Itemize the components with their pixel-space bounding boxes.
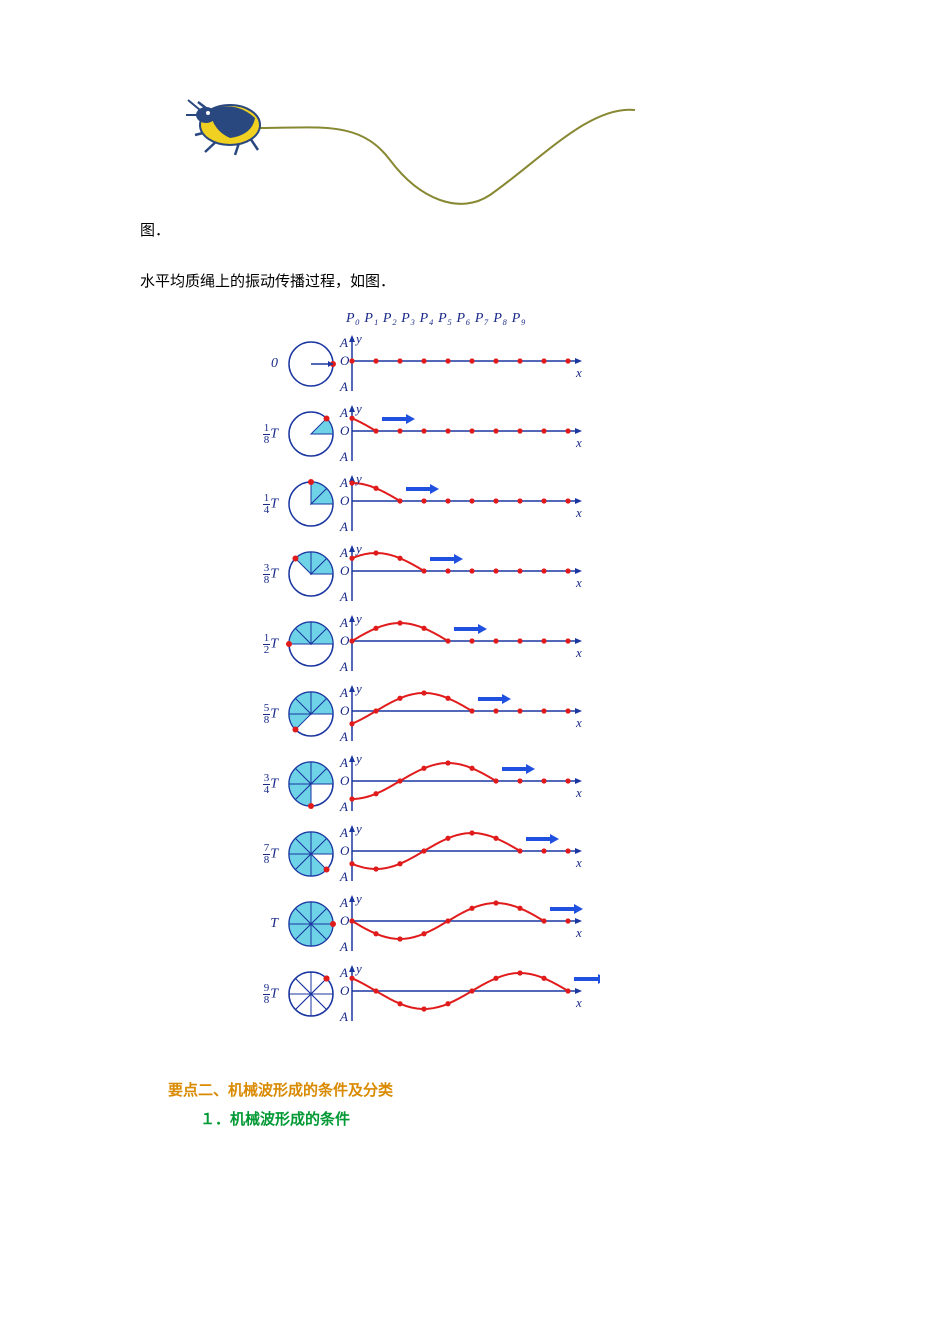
wave-row: 12T yOAAx [250, 609, 805, 679]
wave-row: 18T yOAAx [250, 399, 805, 469]
phase-clock [282, 689, 340, 739]
caption: 水平均质绳上的振动传播过程，如图． [140, 270, 805, 291]
section-heading-2: 要点二、机械波形成的条件及分类 [168, 1079, 805, 1100]
wave-diagram: P₀ P₁ P₂ P₃ P₄ P₅ P₆ P₇ P₈ P₉ 0 yOAAx 18T y… [250, 311, 805, 1029]
point-labels-header: P₀ P₁ P₂ P₃ P₄ P₅ P₆ P₇ P₈ P₉ [346, 311, 805, 327]
wave-graph: yOAAx [340, 893, 600, 955]
wave-graph: yOAAx [340, 823, 600, 885]
phase-clock [282, 619, 340, 669]
wave-graph: yOAAx [340, 543, 600, 605]
wave-graph: yOAAx [340, 613, 600, 675]
time-label: 98T [250, 983, 278, 1006]
wave-graph: yOAAx [340, 333, 600, 395]
wave-row: 0 yOAAx [250, 329, 805, 399]
phase-clock [282, 969, 340, 1019]
time-label: 18T [250, 423, 278, 446]
wave-row: 14T yOAAx [250, 469, 805, 539]
section-heading-3: １．机械波形成的条件 [200, 1108, 805, 1129]
beetle-wave-svg [180, 80, 660, 240]
wave-row: 38T yOAAx [250, 539, 805, 609]
wave-graph: yOAAx [340, 683, 600, 745]
time-label: 0 [250, 356, 278, 372]
phase-clock [282, 829, 340, 879]
wave-rows-container: 0yOAAx18TyOAAx14TyOAAx38TyOAAx12TyOAAx58… [250, 329, 805, 1029]
wave-row: 78T yOAAx [250, 819, 805, 889]
wave-row: TyOAAx [250, 889, 805, 959]
time-label: 38T [250, 563, 278, 586]
wave-row: 98T yOAAx [250, 959, 805, 1029]
phase-clock [282, 899, 340, 949]
phase-clock [282, 479, 340, 529]
wave-graph: yOAAx [340, 963, 600, 1025]
time-label: 58T [250, 703, 278, 726]
wave-graph: yOAAx [340, 403, 600, 465]
time-label: 12T [250, 633, 278, 656]
wave-graph: yOAAx [340, 753, 600, 815]
time-label: 14T [250, 493, 278, 516]
phase-clock [282, 409, 340, 459]
time-label: 34T [250, 773, 278, 796]
time-label: T [250, 916, 278, 932]
wave-row: 34T yOAAx [250, 749, 805, 819]
wave-graph: yOAAx [340, 473, 600, 535]
document-page: 图． 水平均质绳上的振动传播过程，如图． P₀ P₁ P₂ P₃ P₄ P₅ P… [0, 0, 945, 1337]
phase-clock [282, 759, 340, 809]
figure-label: 图． [140, 219, 170, 240]
time-label: 78T [250, 843, 278, 866]
phase-clock [282, 549, 340, 599]
beetle-illustration: 图． [140, 80, 805, 240]
phase-clock [282, 339, 340, 389]
wave-row: 58T yOAAx [250, 679, 805, 749]
